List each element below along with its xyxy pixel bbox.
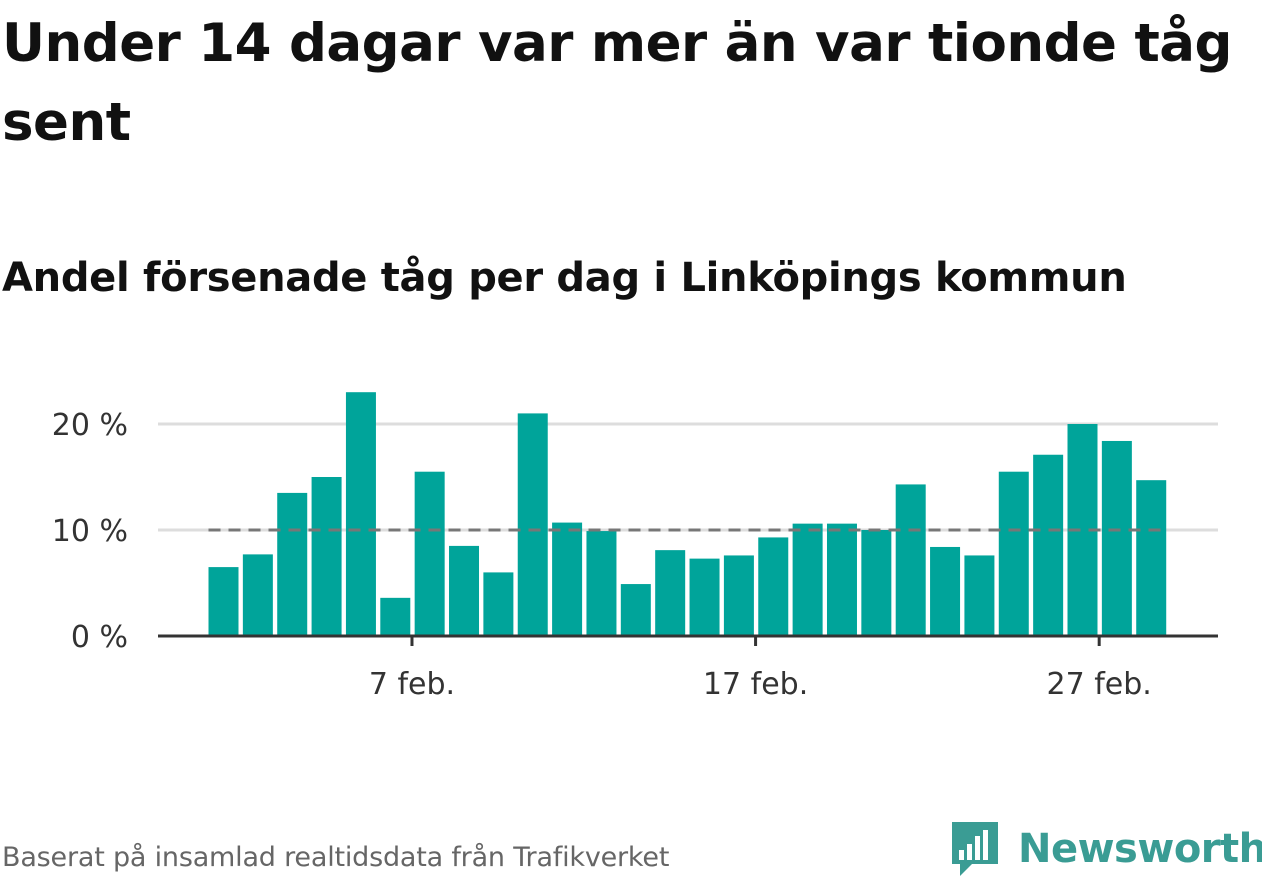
- bar: [620, 584, 651, 636]
- bar: [826, 523, 857, 636]
- bar: [1101, 440, 1132, 636]
- brand-name: Newsworthy: [1018, 826, 1262, 872]
- bar: [930, 546, 961, 636]
- bars: [208, 392, 1167, 636]
- bar: [517, 413, 548, 636]
- bar: [483, 572, 514, 636]
- x-axis-ticks: 7 feb. 17 feb. 27 feb.: [369, 636, 1152, 702]
- bar: [689, 558, 720, 636]
- bar: [311, 477, 342, 636]
- bar: [208, 567, 239, 636]
- x-tick-label: 27 feb.: [1047, 667, 1152, 702]
- bar: [277, 492, 308, 636]
- y-tick-label: 0 %: [71, 620, 128, 655]
- bar: [758, 537, 789, 636]
- bar: [242, 554, 273, 636]
- bar: [552, 522, 583, 636]
- bar: [792, 523, 823, 636]
- y-tick-label: 20 %: [52, 408, 128, 443]
- bar: [414, 471, 445, 636]
- y-axis-tick-labels: 0 % 10 % 20 %: [52, 408, 128, 655]
- newsworthy-brand[interactable]: Newsworthy: [950, 820, 1262, 878]
- y-tick-label: 10 %: [52, 514, 128, 549]
- bar: [449, 545, 480, 636]
- bar: [861, 530, 892, 636]
- bar: [345, 392, 376, 636]
- bar: [586, 531, 617, 636]
- source-note: Baserat på insamlad realtidsdata från Tr…: [2, 842, 670, 873]
- newsworthy-logo-icon: [952, 822, 998, 876]
- bar: [380, 597, 411, 636]
- chart-title: Under 14 dagar var mer än var tionde tåg…: [2, 13, 1232, 153]
- bar: [964, 555, 995, 636]
- bar: [723, 555, 754, 636]
- x-tick-label: 17 feb.: [703, 667, 808, 702]
- chart-subtitle: Andel försenade tåg per dag i Linköpings…: [2, 255, 1127, 301]
- x-tick-label: 7 feb.: [369, 667, 455, 702]
- bar: [1033, 454, 1064, 636]
- bar: [1136, 480, 1167, 636]
- bar: [655, 550, 686, 636]
- bar: [998, 471, 1029, 636]
- bar: [895, 484, 926, 636]
